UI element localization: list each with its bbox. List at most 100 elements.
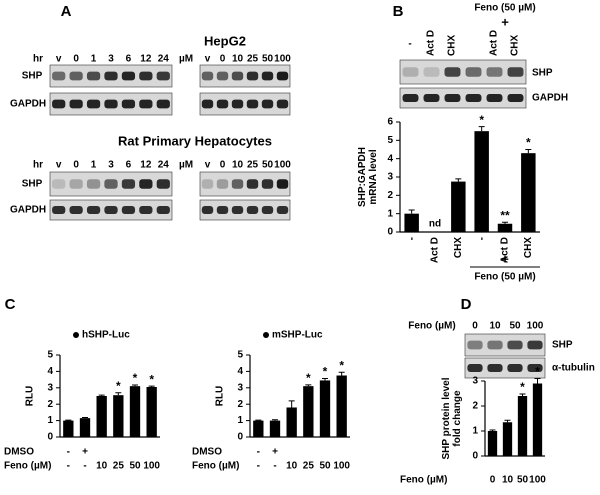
y-axis-label: SHP protein level	[441, 377, 452, 459]
blot-label: GAPDH	[10, 205, 46, 216]
significance: **	[500, 208, 510, 222]
blot	[399, 87, 527, 109]
y-axis-label: RLU	[25, 386, 36, 407]
band	[104, 179, 118, 189]
x-tick-label: 10	[502, 475, 514, 486]
lane-label: 1	[91, 160, 97, 171]
x-row-label: Feno (µM)	[192, 461, 239, 472]
band	[527, 340, 543, 350]
lane-label: Act D	[489, 30, 500, 56]
bar	[146, 386, 157, 437]
band	[156, 179, 170, 189]
band	[216, 71, 229, 81]
x-row-value: 100	[143, 461, 160, 472]
band	[52, 206, 66, 214]
band	[261, 71, 274, 81]
band	[216, 206, 229, 214]
x-row-value: -	[257, 447, 260, 458]
y-tick-label: 3	[387, 172, 393, 183]
x-row-label: DMSO	[4, 447, 34, 458]
significance: *	[535, 365, 540, 379]
band	[216, 99, 229, 109]
band	[104, 206, 118, 214]
band	[156, 71, 170, 81]
blot-label: SHP	[22, 179, 43, 190]
y-tick-label: 5	[47, 350, 53, 361]
error-bar	[489, 429, 496, 431]
lane-label: 25	[247, 54, 259, 65]
x-tick-label: 100	[529, 475, 546, 486]
band	[261, 206, 274, 214]
bar	[269, 420, 281, 437]
bar	[79, 418, 91, 437]
error-bar	[272, 419, 278, 421]
bar	[517, 396, 528, 456]
error-bar	[478, 126, 485, 132]
band	[139, 71, 153, 81]
blot-label: SHP	[552, 340, 573, 351]
x-row-value: 100	[333, 461, 350, 472]
error-bar	[504, 419, 511, 423]
lane-label: 3	[108, 160, 114, 171]
band	[86, 206, 101, 214]
band	[201, 99, 214, 109]
x-row-value: 25	[303, 461, 315, 472]
y-tick-label: 0	[387, 227, 393, 238]
band	[121, 206, 136, 214]
lane-label: 50	[509, 321, 521, 332]
x-tick-label: CHX	[453, 237, 464, 258]
lane-label: 100	[527, 321, 544, 332]
band	[467, 340, 483, 350]
error-bar	[455, 178, 462, 182]
band	[201, 206, 214, 214]
lane-label: 6	[126, 160, 132, 171]
x-row-value: 50	[129, 461, 141, 472]
band	[467, 364, 483, 372]
band	[69, 99, 83, 109]
bar	[286, 407, 297, 437]
band	[402, 94, 419, 102]
significance: *	[323, 365, 328, 379]
x-tick-label: 50	[517, 475, 529, 486]
band	[156, 206, 170, 214]
lane-label: 3	[108, 54, 114, 65]
band	[246, 206, 259, 214]
blot-label: SHP	[22, 71, 43, 82]
lane-label: 1	[91, 54, 97, 65]
significance: *	[520, 380, 525, 394]
band	[86, 71, 101, 81]
title-bullet	[73, 332, 79, 338]
significance: *	[479, 113, 484, 127]
y-tick-label: 6	[387, 117, 393, 128]
band	[201, 179, 214, 189]
panel-label: C	[5, 296, 16, 313]
band	[156, 99, 170, 109]
lane-label: 24	[158, 160, 170, 171]
x-row-value: 50	[319, 461, 331, 472]
lane-label: 0	[472, 321, 478, 332]
blot-label: SHP	[532, 68, 553, 79]
bar	[113, 395, 124, 437]
x-tick-label: -	[476, 237, 487, 240]
y-tick-label: 3	[472, 376, 478, 387]
lane-label: 0	[220, 54, 226, 65]
blot	[199, 64, 291, 88]
bar	[63, 420, 74, 437]
band	[104, 99, 118, 109]
band	[444, 67, 461, 77]
y-tick-label: 2	[237, 399, 243, 410]
bar	[451, 181, 466, 232]
x-row-value: -	[257, 461, 260, 472]
y-tick-label: 1	[47, 415, 53, 426]
blot	[464, 357, 546, 379]
band	[246, 99, 259, 109]
lane-label: CHX	[447, 35, 458, 56]
band	[487, 364, 503, 372]
band	[246, 179, 259, 189]
unit-label: hr	[33, 160, 43, 171]
band	[139, 99, 153, 109]
x-row-value: -	[83, 461, 86, 472]
lane-label: 12	[140, 160, 152, 171]
band	[69, 206, 83, 214]
